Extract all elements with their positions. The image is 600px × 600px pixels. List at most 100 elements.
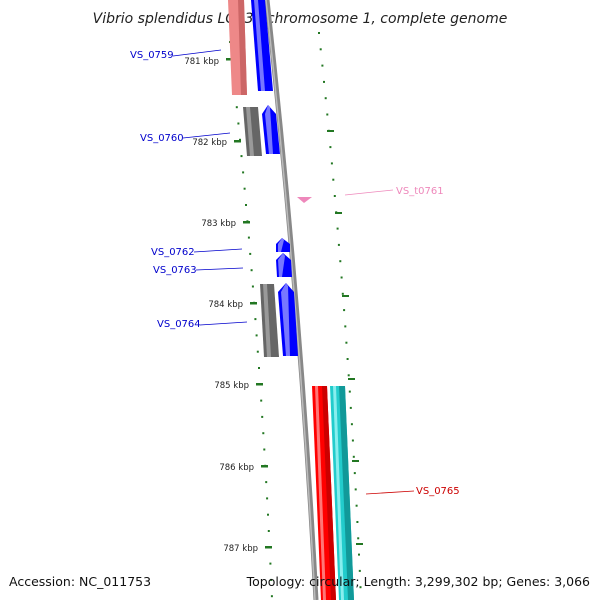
- scale-dot: [267, 530, 270, 532]
- gene-label-vs-0763[interactable]: VS_0763: [153, 265, 197, 276]
- leader-vs-0765: [365, 490, 415, 495]
- scale-dot: [266, 497, 269, 500]
- scale-dot: [359, 586, 362, 589]
- outer-tick: [356, 543, 363, 545]
- scale-dot: [258, 367, 260, 369]
- gene-block-cyan-highlight: [333, 386, 344, 600]
- outer-tick: [352, 460, 359, 462]
- scale-label-786: 786 kbp: [219, 463, 254, 473]
- scale-dot: [337, 243, 340, 246]
- gene-arrow-blue-highlight: [278, 253, 285, 277]
- accession-text: Accession: NC_011753: [9, 574, 151, 589]
- scale-dot: [255, 334, 258, 337]
- trna-vs-t0761[interactable]: [297, 197, 312, 203]
- gene-arrow-blue-highlight: [281, 283, 290, 356]
- gene-label-vs-0765[interactable]: VS_0765: [416, 486, 460, 497]
- scale-dot: [262, 432, 265, 435]
- scale-dot: [270, 578, 273, 581]
- scale-dot: [324, 97, 327, 100]
- scale-dot: [358, 553, 360, 556]
- gene-arrow-blue-highlight: [265, 105, 273, 154]
- tick-783: [243, 221, 250, 224]
- leader-vs-0764: [199, 321, 248, 326]
- gene-label-lines: [172, 49, 415, 495]
- scale-dot: [353, 472, 356, 475]
- scale-dot: [235, 106, 238, 109]
- gene-block-gray-highlight: [263, 284, 271, 357]
- scale-dot: [358, 569, 361, 572]
- scale-dot: [321, 64, 324, 67]
- scale-dot: [347, 374, 350, 377]
- scale-dot: [354, 488, 357, 491]
- scale-dot: [345, 341, 348, 344]
- gene-vs-0763[interactable]: [276, 253, 292, 277]
- scale-dot: [341, 292, 344, 295]
- scale-dot: [318, 32, 320, 34]
- scale-dot: [349, 406, 352, 409]
- scale-dot: [249, 252, 252, 255]
- scale-dot: [270, 595, 273, 598]
- scale-dot: [240, 155, 243, 158]
- gene-block-cyan-shade: [339, 386, 354, 600]
- scale-dot: [332, 178, 335, 181]
- gene-arrow-blue-highlight: [278, 238, 284, 252]
- scale-label-787: 787 kbp: [223, 544, 258, 554]
- leader-vs-0763: [195, 267, 244, 271]
- scale-dot: [250, 269, 253, 272]
- scale-dot: [247, 236, 250, 239]
- scale-dot: [343, 309, 346, 312]
- gene-label-vs-0759[interactable]: VS_0759: [130, 50, 174, 61]
- scale-dot: [237, 122, 240, 125]
- gene-vs-0762[interactable]: [276, 238, 290, 252]
- scale-dot: [356, 521, 359, 523]
- gene-arrow-blue-highlight: [254, 0, 265, 91]
- leader-vs-0759: [172, 49, 222, 57]
- scale-dot: [336, 227, 339, 230]
- scale-dot: [352, 455, 355, 458]
- scale-dot: [326, 113, 329, 116]
- scale-dot: [340, 276, 343, 279]
- outer-tick: [342, 295, 349, 297]
- gene-label-vs-0764[interactable]: VS_0764: [157, 319, 201, 330]
- scale-dot: [243, 187, 246, 190]
- leader-vs-0762: [193, 248, 243, 253]
- gene-vs-0764[interactable]: [260, 283, 298, 357]
- gene-label-vs-t0761[interactable]: VS_t0761: [396, 186, 444, 197]
- gene-block-red-highlight: [315, 386, 326, 600]
- scale-dot: [333, 195, 336, 197]
- gene-label-vs-0762[interactable]: VS_0762: [151, 247, 195, 258]
- scale-dot: [239, 138, 241, 141]
- tick-786: [261, 465, 268, 468]
- leader-vs-0760: [182, 132, 231, 139]
- major-ticks: [226, 58, 272, 549]
- genome-backbone-highlight: [265, 0, 316, 600]
- scale-dot: [245, 204, 247, 206]
- scale-dot: [263, 448, 266, 451]
- tick-781: [226, 58, 233, 61]
- scale-dot: [265, 481, 268, 484]
- scale-label-781: 781 kbp: [184, 57, 219, 67]
- gene-vs-0765[interactable]: [312, 386, 354, 600]
- outer-major-ticks: [327, 130, 363, 545]
- gene-block-gray-highlight: [246, 107, 254, 156]
- gene-label-vs-0760[interactable]: VS_0760: [140, 133, 184, 144]
- scale-dot: [350, 423, 353, 426]
- gene-block-red-shade: [322, 386, 336, 600]
- gene-vs-0759[interactable]: [228, 0, 273, 95]
- scale-dot: [319, 48, 322, 51]
- scale-dot: [256, 350, 259, 353]
- outer-tick: [348, 378, 355, 380]
- scale-dot: [330, 162, 333, 165]
- scale-dot: [261, 415, 264, 418]
- scale-label-785: 785 kbp: [214, 381, 249, 391]
- scale-dot: [329, 146, 332, 149]
- gene-block-pink-shade: [238, 0, 247, 95]
- scale-label-782: 782 kbp: [192, 138, 227, 148]
- scale-dot: [267, 513, 269, 516]
- scale-label-784: 784 kbp: [208, 300, 243, 310]
- scale-dot: [269, 562, 272, 565]
- gene-vs-0760[interactable]: [243, 105, 280, 156]
- scale-dot: [357, 537, 360, 540]
- outer-tick: [327, 130, 334, 132]
